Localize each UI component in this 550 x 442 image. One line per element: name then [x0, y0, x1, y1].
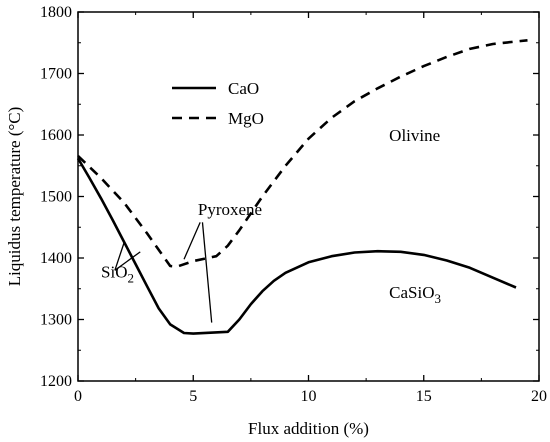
legend-label-mgo: MgO [228, 109, 264, 128]
legend: CaO MgO [172, 79, 264, 128]
pointer-line-4 [114, 251, 141, 271]
series-line-cao [76, 157, 517, 335]
axes: 0 5 10 15 20 1200 1300 1400 1500 1600 1700 1800 Flux… [5, 4, 547, 438]
annotation-sio2: SiO2 [101, 263, 134, 286]
x-tick-label-20: 20 [531, 388, 547, 405]
legend-label-cao: CaO [228, 79, 259, 98]
x-tick-label-10: 10 [301, 388, 317, 405]
pointer-line-2 [201, 222, 213, 323]
y-tick-label-1600: 1600 [40, 127, 72, 144]
series-line-mgo [77, 39, 528, 268]
x-tick-label-0: 0 [74, 388, 82, 405]
plot-frame [77, 11, 540, 382]
y-tick-label-1700: 1700 [40, 66, 72, 83]
y-tick-label-1400: 1400 [40, 250, 72, 267]
plot-area [76, 39, 528, 335]
pointer-line-3 [114, 242, 125, 271]
y-tick-label-1800: 1800 [40, 4, 72, 21]
y-axis-label: Liquidus temperature (°C) [5, 107, 24, 287]
annotation-pyroxene: Pyroxene [198, 200, 262, 219]
annotations: Pyroxene SiO2 Olivine CaSiO3 [101, 126, 441, 323]
x-tick-label-15: 15 [416, 388, 432, 405]
y-tick-label-1200: 1200 [40, 373, 72, 390]
x-axis-label: Flux addition (%) [248, 419, 369, 438]
y-tick-label-1300: 1300 [40, 312, 72, 329]
pointer-line-1 [183, 222, 201, 260]
x-tick-label-5: 5 [189, 388, 197, 405]
annotation-olivine: Olivine [389, 126, 440, 145]
y-tick-label-1500: 1500 [40, 189, 72, 206]
annotation-casio3: CaSiO3 [389, 283, 441, 306]
